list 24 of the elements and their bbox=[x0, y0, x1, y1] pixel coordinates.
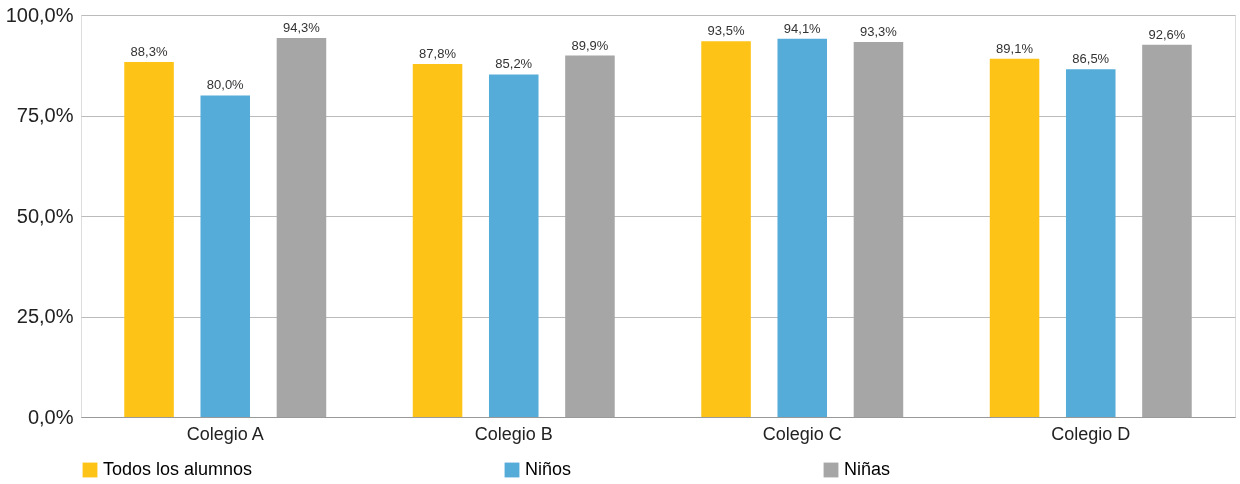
y-tick-label: 25,0% bbox=[16, 305, 74, 327]
data-label: 93,3% bbox=[860, 23, 898, 39]
data-label: 85,2% bbox=[495, 56, 533, 72]
data-label: 86,5% bbox=[1072, 51, 1110, 67]
data-label: 92,6% bbox=[1148, 26, 1186, 42]
data-label: 94,1% bbox=[783, 20, 822, 36]
y-tick-label: 100,0% bbox=[5, 3, 74, 26]
data-label: 89,1% bbox=[996, 40, 1034, 56]
x-tick-label: Colegio C bbox=[762, 423, 842, 444]
legend-label: Todos los alumnos bbox=[103, 459, 253, 479]
legend-label: Niños bbox=[525, 459, 572, 479]
y-tick-label: 50,0% bbox=[16, 204, 74, 227]
x-tick-label: Colegio B bbox=[474, 423, 553, 444]
data-label: 80,0% bbox=[206, 77, 245, 93]
data-label: 94,3% bbox=[283, 19, 321, 35]
data-label: 88,3% bbox=[130, 44, 168, 60]
y-tick-label: 75,0% bbox=[16, 104, 74, 126]
data-label: 87,8% bbox=[419, 46, 457, 62]
y-tick-label: 0,0% bbox=[27, 405, 74, 428]
x-tick-label: Colegio A bbox=[186, 423, 264, 444]
x-tick-label: Colegio D bbox=[1051, 423, 1131, 444]
legend-label: Niñas bbox=[844, 459, 891, 479]
data-label: 93,5% bbox=[707, 23, 745, 39]
data-label: 89,9% bbox=[571, 37, 609, 53]
